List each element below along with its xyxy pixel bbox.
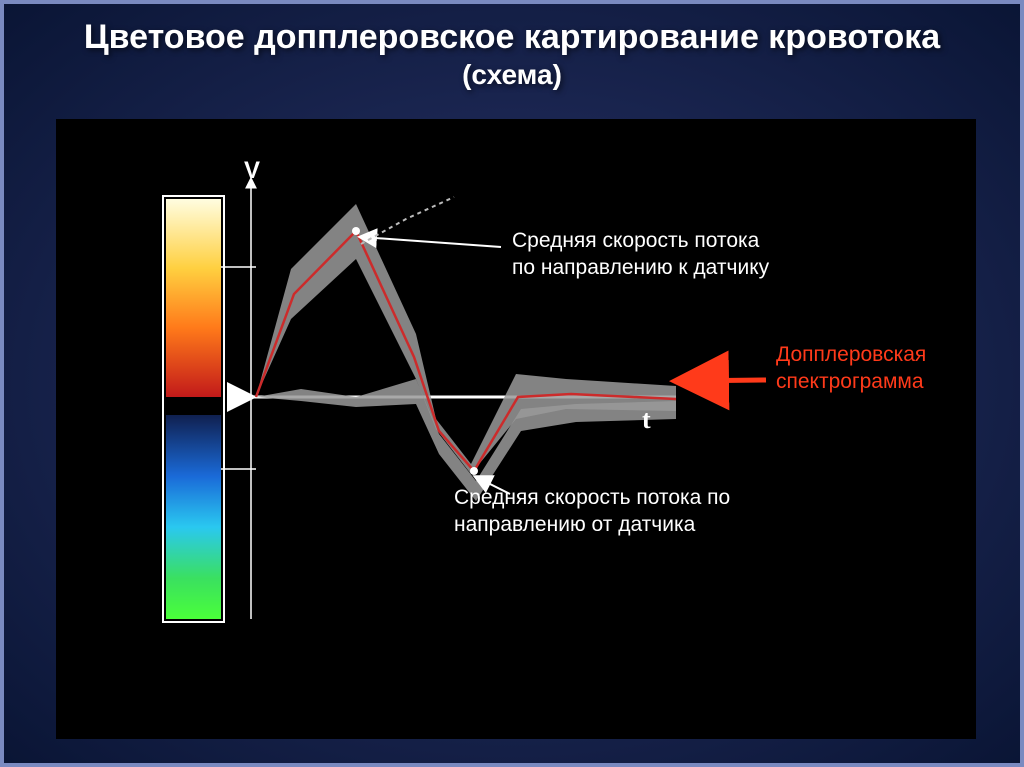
color-bar-gap xyxy=(166,397,221,415)
axis-t-label: t xyxy=(642,403,651,437)
slide-title: Цветовое допплеровское картирование кров… xyxy=(4,4,1020,57)
arrow-to-toward xyxy=(361,237,501,247)
label-toward-line2: по направлению к датчику xyxy=(512,254,769,281)
label-spectro-line1: Допплеровская xyxy=(776,341,926,368)
label-spectrogram: Допплеровская спектрограмма xyxy=(776,341,926,396)
diagram-svg xyxy=(56,119,976,739)
arrow-to-spectrogram xyxy=(681,380,766,381)
color-bar-warm xyxy=(166,199,221,397)
label-away-line2: направлению от датчика xyxy=(454,511,730,538)
label-toward: Средняя скорость потока по направлению к… xyxy=(512,227,769,282)
dotted-extension xyxy=(361,197,454,244)
peak-marker-top xyxy=(352,227,360,235)
label-away-line1: Средняя скорость потока по xyxy=(454,484,730,511)
slide-subtitle: (схема) xyxy=(4,59,1020,91)
peak-marker-bottom xyxy=(470,467,478,475)
label-toward-line1: Средняя скорость потока xyxy=(512,227,769,254)
color-bar-cool xyxy=(166,415,221,619)
slide: Цветовое допплеровское картирование кров… xyxy=(0,0,1024,767)
label-away: Средняя скорость потока по направлению о… xyxy=(454,484,730,539)
diagram-area: Средняя скорость потока по направлению к… xyxy=(56,119,976,739)
label-spectro-line2: спектрограмма xyxy=(776,368,926,395)
axis-v-label: V xyxy=(244,155,260,186)
